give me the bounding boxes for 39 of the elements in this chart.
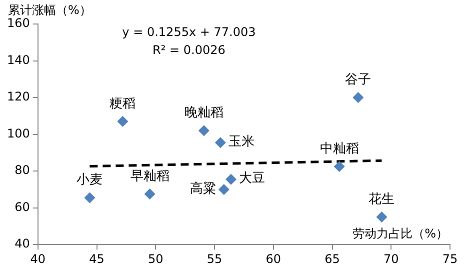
annotation: 谷子 (345, 72, 372, 88)
x-tick-label: 50 (148, 252, 164, 266)
annotation: 大豆 (239, 171, 265, 186)
annotation: 中籼稻 (320, 141, 359, 156)
point (334, 160, 345, 172)
y-tick-label: 80 (14, 163, 30, 178)
annotation: 晚籼稻 (184, 106, 224, 120)
x-tick-label: 75 (442, 252, 458, 266)
x-axis-title: 劳动力占比（%） (352, 226, 448, 241)
point (352, 92, 364, 104)
annotation: 早籼稻 (130, 168, 170, 184)
annotation: 花生 (368, 192, 395, 207)
point (117, 116, 128, 127)
annotation: R² = 0.0026 (152, 43, 226, 58)
point (144, 188, 156, 200)
x-tick-label: 60 (266, 252, 282, 266)
point (214, 137, 226, 148)
annotation: 玉米 (228, 134, 254, 150)
annotation: 粳稻 (110, 96, 136, 112)
x-tick-label: 45 (89, 252, 104, 266)
point (84, 192, 96, 204)
x-tick-label: 55 (206, 252, 222, 266)
y-tick-label: 120 (7, 90, 30, 104)
y-tick-label: 100 (7, 126, 30, 140)
y-tick-label: 160 (7, 16, 30, 30)
y-tick-label: 40 (14, 236, 30, 251)
point (376, 212, 388, 223)
y-axis-title: 累计涨幅（%） (8, 3, 92, 18)
annotation: 高粱 (190, 180, 216, 196)
x-tick-label: 65 (324, 252, 340, 266)
x-tick-label: 70 (383, 252, 399, 266)
y-tick-label: 140 (7, 52, 30, 67)
point (218, 184, 230, 195)
annotation: y = 0.1255x + 77.003 (122, 25, 256, 40)
x-tick-label: 40 (30, 252, 46, 266)
y-tick-label: 60 (14, 200, 30, 214)
point (226, 174, 236, 185)
annotation: 小麦 (76, 172, 103, 188)
point (198, 125, 210, 136)
